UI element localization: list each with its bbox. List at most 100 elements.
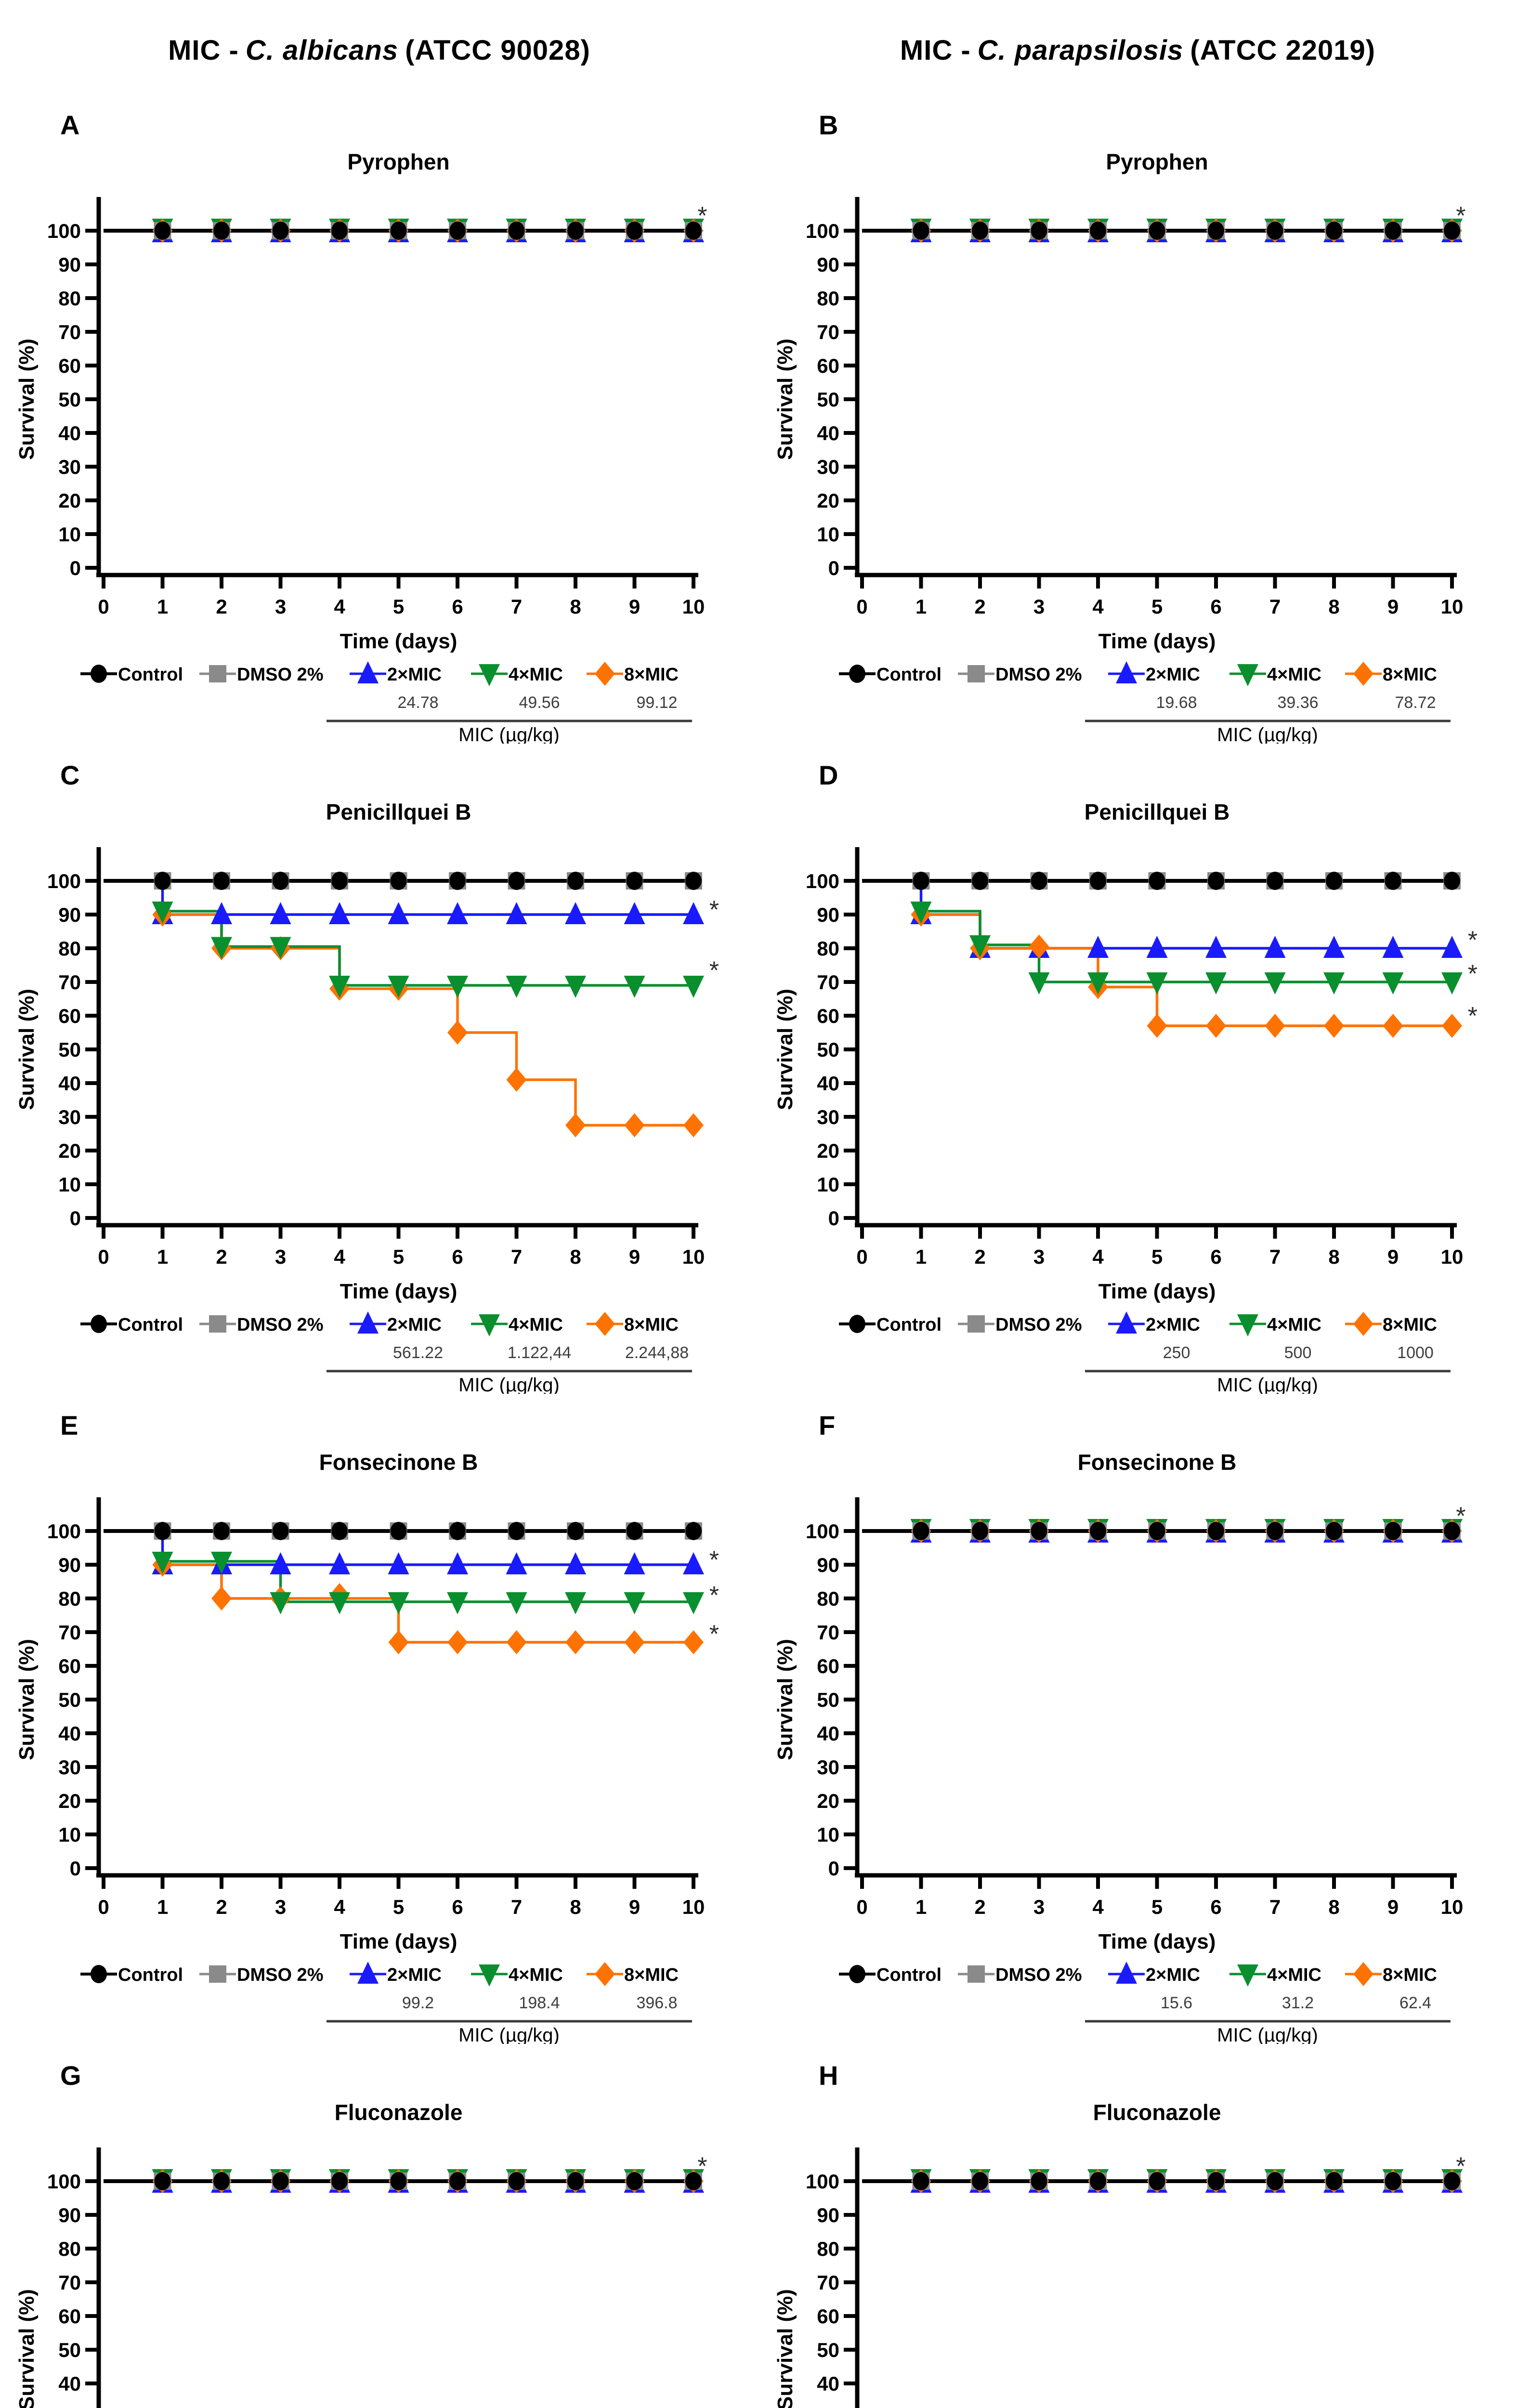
x-tick-label: 3	[275, 1896, 286, 1918]
panel-letter: H	[819, 2060, 838, 2091]
triangle-up-marker	[329, 902, 350, 924]
panel-letter: A	[60, 110, 79, 140]
legend-mic-units-label: MIC (µg/kg)	[458, 1374, 560, 1394]
triangle-up-marker	[1116, 1962, 1137, 1984]
triangle-down-marker	[152, 902, 173, 924]
triangle-down-marker	[1146, 972, 1168, 995]
x-axis-label: Time (days)	[340, 629, 458, 653]
y-tick-label: 0	[828, 1207, 839, 1230]
y-tick-label: 60	[817, 1005, 839, 1027]
diamond-marker	[683, 1113, 704, 1138]
circle-marker	[1385, 2172, 1401, 2190]
triangle-down-marker	[388, 976, 409, 998]
circle-marker	[567, 872, 584, 890]
legend-label: DMSO 2%	[237, 1315, 323, 1335]
x-tick-label: 4	[334, 1896, 345, 1918]
series-markers-Control	[154, 872, 702, 890]
circle-marker	[1385, 1522, 1401, 1540]
y-tick-label: 60	[58, 1655, 81, 1677]
circle-marker	[1267, 1522, 1283, 1540]
x-tick-label: 3	[1033, 1245, 1045, 1268]
legend-mic-value: 1000	[1397, 1344, 1434, 1362]
series-line-4×MIC	[162, 1560, 693, 1603]
x-tick-label: 5	[393, 1245, 404, 1268]
circle-marker	[1090, 872, 1106, 890]
triangle-up-marker	[1323, 936, 1345, 958]
panel-B: B Pyrophen 0 10 20 30 40 50 60 70 80 90 100 0 1 2 3 4 5 6 7 8…	[758, 93, 1517, 746]
circle-marker	[508, 872, 525, 890]
y-tick-label: 60	[817, 354, 839, 377]
x-tick-label: 2	[216, 1896, 227, 1918]
y-tick-label: 40	[58, 2372, 81, 2395]
x-tick-label: 10	[1441, 595, 1464, 618]
y-tick-label: 80	[58, 937, 81, 960]
x-tick-label: 10	[682, 595, 705, 618]
y-tick-label: 30	[817, 456, 839, 478]
y-axis-label: Survival (%)	[773, 989, 797, 1110]
y-tick-label: 10	[58, 1173, 81, 1196]
x-tick-label: 2	[216, 1245, 227, 1268]
triangle-down-marker	[211, 1552, 232, 1574]
x-tick-label: 7	[511, 1245, 522, 1268]
x-tick-label: 8	[1328, 595, 1339, 618]
circle-marker	[1208, 872, 1224, 890]
triangle-up-marker	[270, 1552, 291, 1574]
series-markers-2×MIC	[152, 1552, 704, 1574]
panel-letter: G	[60, 2060, 81, 2091]
triangle-down-marker	[270, 937, 291, 959]
x-tick-label: 7	[1269, 1896, 1281, 1918]
x-tick-label: 2	[216, 595, 227, 618]
triangle-up-marker	[357, 1962, 379, 1984]
circle-marker	[331, 872, 348, 890]
circle-marker	[213, 872, 230, 890]
y-tick-label: 40	[817, 1722, 839, 1745]
y-tick-label: 80	[58, 2238, 81, 2260]
legend-label: 8×MIC	[1383, 1965, 1437, 1985]
diamond-marker	[595, 1962, 615, 1986]
legend-label: Control	[118, 1965, 183, 1985]
triangle-down-marker	[1237, 1964, 1258, 1987]
circle-marker	[449, 1522, 466, 1540]
triangle-down-marker	[479, 1314, 500, 1336]
circle-marker	[449, 222, 466, 240]
x-tick-label: 10	[1441, 1245, 1464, 1268]
diamond-marker	[624, 1113, 645, 1138]
circle-marker	[213, 2172, 230, 2190]
diamond-marker	[506, 1068, 527, 1092]
circle-marker	[1267, 2172, 1283, 2190]
y-tick-label: 30	[817, 1106, 839, 1128]
x-tick-label: 3	[1033, 595, 1045, 618]
x-tick-label: 2	[974, 1896, 985, 1918]
legend-label: Control	[118, 665, 183, 685]
x-tick-label: 8	[570, 1896, 581, 1918]
series-markers-Control	[913, 2172, 1460, 2190]
y-tick-label: 90	[58, 1554, 81, 1576]
square-marker	[209, 665, 226, 682]
x-tick-label: 1	[157, 1245, 168, 1268]
legend-mic-value: 500	[1284, 1344, 1312, 1362]
column-title-albicans: MIC - C. albicans (ATCC 90028)	[0, 34, 758, 66]
legend-label: Control	[876, 665, 942, 685]
circle-marker	[1326, 2172, 1342, 2190]
x-tick-label: 0	[856, 1245, 867, 1268]
x-tick-label: 6	[452, 1896, 463, 1918]
x-tick-label: 0	[856, 1896, 867, 1918]
y-tick-label: 20	[58, 489, 81, 512]
x-axis-label: Time (days)	[1099, 1280, 1216, 1303]
triangle-up-marker	[683, 1552, 704, 1574]
square-marker	[209, 1315, 226, 1333]
x-tick-label: 6	[452, 595, 463, 618]
series-markers-4×MIC	[152, 902, 704, 998]
series-line-4×MIC	[921, 910, 1452, 983]
triangle-down-marker	[329, 1592, 350, 1614]
series-markers-Control	[913, 1522, 1460, 1540]
series-markers-4×MIC	[152, 1552, 704, 1614]
x-axis-label: Time (days)	[1099, 1930, 1216, 1953]
y-tick-label: 20	[58, 1790, 81, 1812]
x-tick-label: 7	[1269, 595, 1281, 618]
y-tick-label: 0	[70, 557, 81, 579]
y-tick-label: 90	[817, 1554, 839, 1576]
y-tick-label: 60	[817, 2305, 839, 2328]
legend-label: 4×MIC	[1267, 665, 1321, 685]
circle-marker	[1326, 1522, 1342, 1540]
